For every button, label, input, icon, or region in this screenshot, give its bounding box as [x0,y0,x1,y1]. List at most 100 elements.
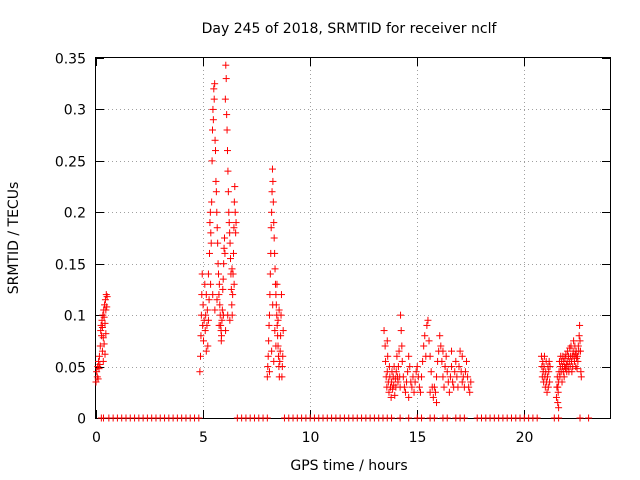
data-point [424,316,432,324]
data-point [269,198,277,206]
data-point [214,239,222,247]
y-tick-label: 0.05 [55,361,86,377]
data-point [268,347,276,355]
data-point [197,332,205,340]
data-point [443,368,451,376]
data-point [223,126,231,134]
data-point [215,321,223,329]
data-point [101,319,109,327]
data-point [466,388,474,396]
data-point [415,383,423,391]
data-point [202,291,210,299]
data-point [440,383,448,391]
data-point [544,383,552,391]
data-point [398,342,406,350]
data-point [433,399,441,407]
data-point [202,311,210,319]
data-point [213,208,221,216]
data-point [205,296,213,304]
data-point [458,352,466,360]
data-point [225,208,233,216]
data-point [272,342,280,350]
data-point [215,280,223,288]
data-point [416,388,424,396]
data-point [206,208,214,216]
data-point [449,378,457,386]
data-point [445,388,453,396]
data-point [552,393,560,401]
data-point [394,363,402,371]
data-point [397,311,405,319]
data-point [231,183,239,191]
data-point [265,311,273,319]
data-point [230,280,238,288]
data-point [224,167,232,175]
data-point [411,378,419,386]
data-point [103,303,111,311]
data-point [230,198,238,206]
data-point [406,363,414,371]
data-point [263,414,271,422]
data-point [208,198,216,206]
data-point [433,373,441,381]
data-point [385,388,393,396]
data-point [218,306,226,314]
data-point [229,270,237,278]
data-point [585,414,593,422]
data-point [439,373,447,381]
data-point [420,342,428,350]
data-point [443,414,451,422]
data-point [96,342,104,350]
data-point [201,327,209,335]
data-point [94,375,102,383]
x-tick-label: 20 [516,430,534,446]
data-point [546,378,554,386]
data-point [454,383,462,391]
data-point [266,270,274,278]
data-point [197,352,205,360]
data-point [570,337,578,345]
y-tick-label: 0.25 [55,155,86,171]
data-point [383,337,391,345]
data-point [221,95,229,103]
data-point [560,373,568,381]
data-point [218,316,226,324]
data-point [196,368,204,376]
data-points [92,61,593,422]
data-point [228,301,236,309]
data-point [271,327,279,335]
data-point [265,368,273,376]
data-point [429,393,437,401]
data-point [265,321,273,329]
data-point [222,75,230,83]
data-point [545,368,553,376]
data-point [99,334,107,342]
data-point [101,296,109,304]
x-tick-label: 0 [92,430,101,446]
data-point [96,361,104,369]
data-point [545,357,553,365]
data-point [223,111,231,119]
x-tick-labels: 0 5 10 15 20 [92,430,533,446]
data-point [100,313,108,321]
data-point [456,347,464,355]
data-point [465,383,473,391]
chart-title: Day 245 of 2018, SRMTID for receiver ncl… [202,21,498,37]
data-point [400,383,408,391]
data-point [271,265,279,273]
x-axis-label: GPS time / hours [290,458,407,474]
data-point [207,280,215,288]
data-point [226,316,234,324]
data-point [410,388,418,396]
grid [96,58,610,418]
data-point [543,388,551,396]
data-point [208,157,216,165]
data-point [101,350,109,358]
data-point [220,244,228,252]
data-point [271,249,279,257]
data-point [264,363,272,371]
data-point [276,347,284,355]
x-tick-label: 5 [199,430,208,446]
data-point [224,188,232,196]
data-point [573,365,581,373]
